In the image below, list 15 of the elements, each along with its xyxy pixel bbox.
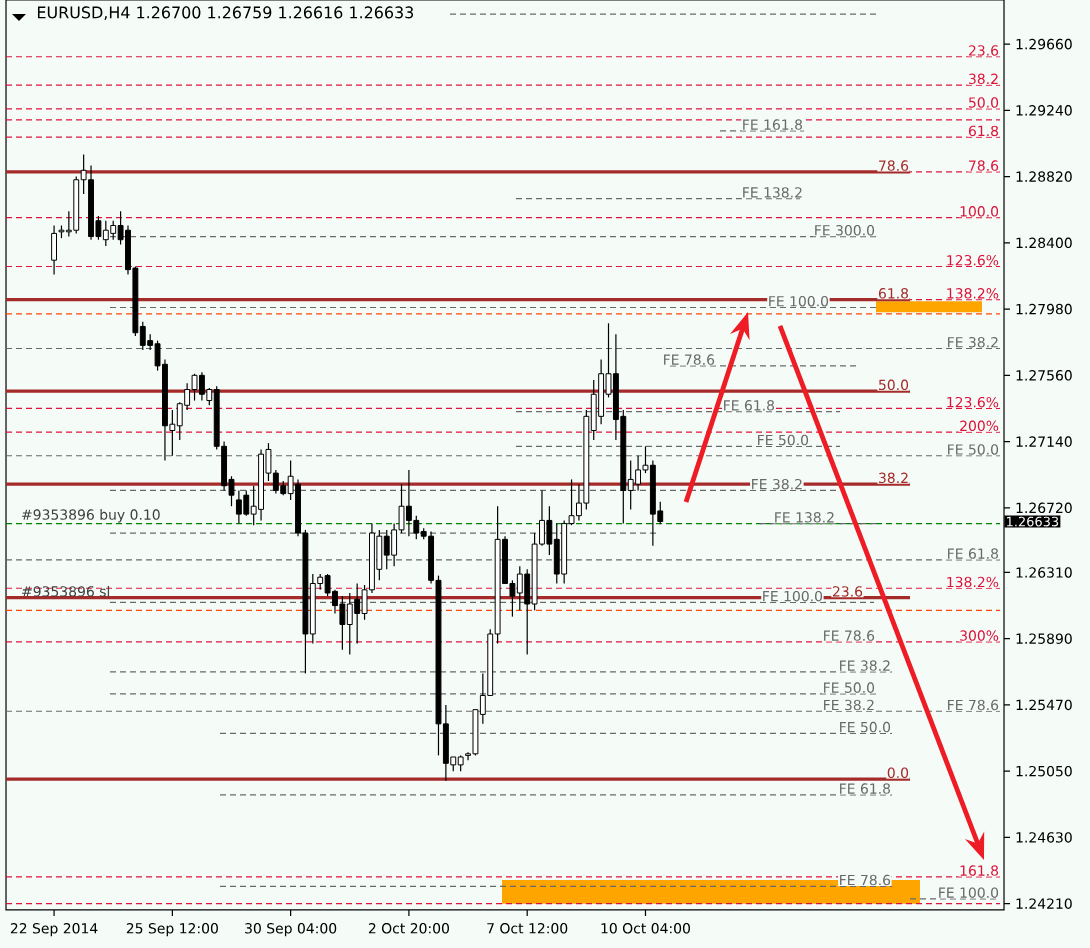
candlestick	[51, 224, 58, 275]
candlestick	[516, 565, 523, 611]
candlestick	[383, 529, 390, 570]
candlestick	[635, 455, 642, 492]
candlestick	[405, 469, 412, 537]
candlestick	[339, 595, 346, 651]
candlestick	[102, 220, 109, 247]
candlestick	[198, 371, 205, 402]
candlestick	[598, 358, 605, 425]
candlestick	[354, 582, 361, 645]
candlestick	[346, 592, 353, 656]
candlestick	[553, 522, 560, 585]
candlestick	[110, 220, 117, 241]
candlestick	[243, 489, 250, 517]
candlestick	[191, 373, 198, 402]
